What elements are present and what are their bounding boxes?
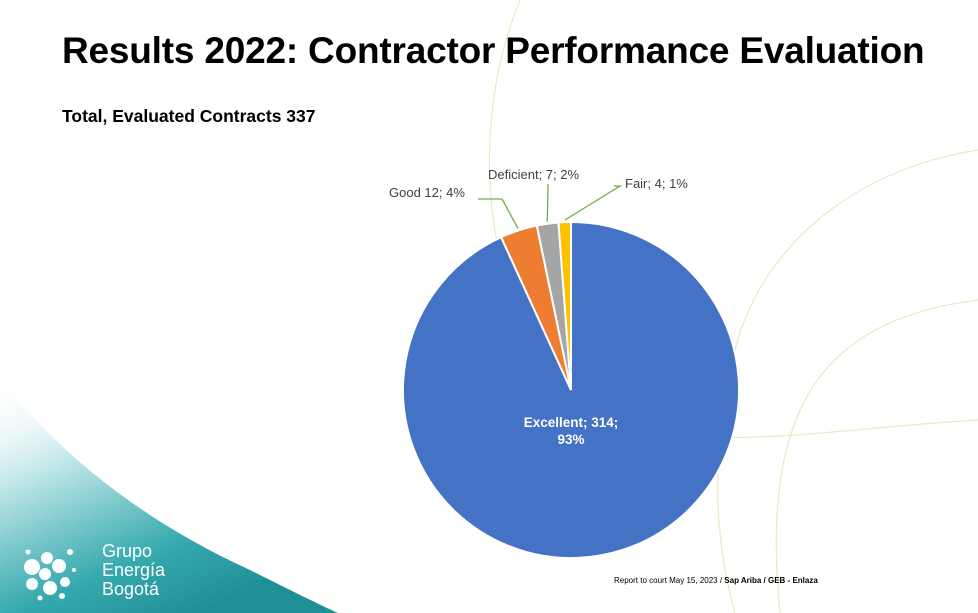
- pie-slice-fair: [557, 220, 572, 391]
- slice-label-fair: Fair; 4; 1%: [625, 176, 688, 191]
- slice-label-good: Good 12; 4%: [389, 185, 465, 200]
- leader-line-fair: [564, 185, 623, 221]
- leader-line-good: [478, 198, 519, 229]
- logo-bubbles-icon: [24, 549, 76, 601]
- leader-lines: [478, 183, 623, 229]
- footer-report-text: Report to court May 15, 2023 /: [614, 576, 725, 585]
- logo-text-line1: Grupo: [102, 541, 153, 561]
- slice-label-deficient: Deficient; 7; 2%: [488, 167, 579, 182]
- footer-source-text: Sap Ariba / GEB - Enlaza: [724, 576, 818, 585]
- company-logo: Grupo Energía Bogotá: [20, 540, 180, 604]
- leader-line-deficient: [546, 183, 549, 222]
- teal-corner-swoosh: [0, 378, 338, 613]
- slide-title: Results 2022: Contractor Performance Eva…: [62, 30, 925, 71]
- slice-label-excellent: Excellent; 314; 93%: [524, 415, 619, 447]
- logo-text-line3: Bogotá: [102, 579, 160, 599]
- logo-text-line2: Energía: [102, 560, 166, 580]
- slice-label-excellent-line2: 93%: [557, 432, 584, 447]
- slide-subtitle: Total, Evaluated Contracts 337: [62, 106, 316, 126]
- pie-slices: [402, 220, 740, 559]
- footer-note: Report to court May 15, 2023 / Sap Ariba…: [614, 576, 818, 585]
- slice-label-excellent-line1: Excellent; 314;: [524, 415, 619, 430]
